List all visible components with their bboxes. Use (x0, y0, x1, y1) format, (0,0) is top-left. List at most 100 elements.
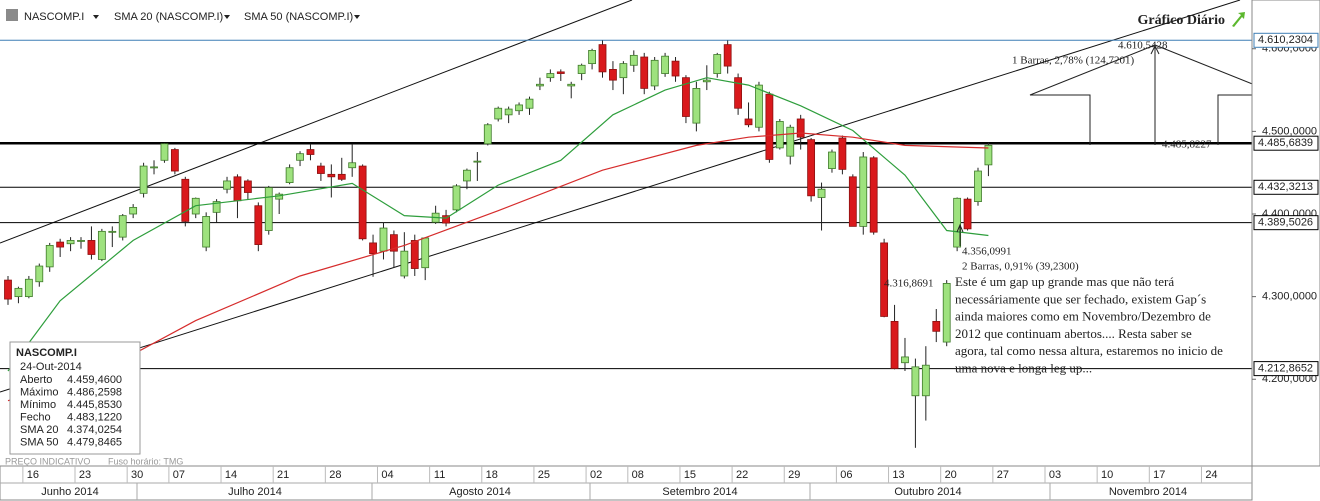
dropdown-arrow[interactable] (224, 15, 230, 19)
month-label: Junho 2014 (41, 486, 99, 498)
sma-line (7, 77, 989, 372)
annotation: 2 Barras, 0,91% (39,2300) (962, 261, 1079, 273)
candle-body (66, 240, 75, 245)
candle-body (202, 216, 211, 248)
candle-body (619, 63, 628, 79)
info-value: 4.445,8530 (67, 399, 122, 411)
candle-body (702, 79, 711, 83)
candle-body (421, 237, 430, 269)
candle-body (118, 215, 127, 238)
candle-body (348, 162, 357, 169)
candle-body (243, 180, 252, 193)
candle-body (734, 77, 742, 109)
candle-body (285, 167, 294, 183)
month-label: Novembro 2014 (1109, 486, 1187, 498)
footer-note: PREÇO INDICATIVO (5, 456, 90, 466)
candle-body (859, 156, 868, 227)
info-label: SMA 50 (20, 436, 59, 448)
dropdown-arrow[interactable] (354, 15, 360, 19)
candle-body (598, 44, 607, 73)
candle-body (828, 151, 836, 169)
price-label: 4.485,6839 (1258, 137, 1313, 149)
x-tick-label: 10 (1101, 469, 1113, 481)
info-box (9, 341, 141, 455)
measure-arrow (1150, 44, 1160, 55)
candle-body (588, 50, 596, 65)
candle-body (671, 60, 680, 77)
candle-body (932, 321, 941, 332)
sma-line (7, 132, 989, 402)
x-tick-label: 29 (788, 469, 800, 481)
info-label: Aberto (20, 374, 52, 386)
candle-body (556, 71, 565, 74)
candle-body (629, 54, 638, 66)
comment-line: Este é um gap up grande mas que não terá (955, 274, 1174, 289)
candle-body (35, 265, 44, 283)
info-value: 4.374,0254 (67, 424, 122, 436)
y-tick-label: 4.300,0000 (1262, 291, 1317, 303)
candle-body (139, 165, 148, 194)
price-label-box (1253, 135, 1319, 151)
x-tick-label: 17 (1153, 469, 1165, 481)
month-label: Agosto 2014 (449, 486, 511, 498)
candle-body (577, 64, 586, 74)
month-label: Julho 2014 (228, 486, 282, 498)
candle-body (97, 230, 106, 260)
legend-entry[interactable]: SMA 20 (NASCOMP.I) (114, 11, 223, 23)
legend-symbol[interactable]: NASCOMP.I (24, 11, 84, 23)
comment-line: 2012 que continuam abertos.... Resta sab… (955, 326, 1192, 341)
price-label-box (1253, 32, 1319, 48)
candle-body (24, 278, 33, 298)
x-tick-label: 22 (736, 469, 748, 481)
measurement-drawing (956, 44, 1281, 246)
candle-body (661, 55, 669, 74)
price-label: 4.610,2304 (1258, 34, 1313, 46)
chart-title: Gráfico Diário (1138, 13, 1225, 28)
candle-body (838, 137, 847, 170)
candle-body (567, 83, 576, 87)
symbol-icon[interactable] (6, 9, 18, 21)
dropdown-arrow[interactable] (93, 15, 99, 19)
candle-body (974, 170, 982, 203)
candle-body (170, 149, 179, 172)
x-tick-label: 18 (486, 469, 498, 481)
candle-body (755, 84, 763, 128)
candle-body (546, 73, 555, 79)
candle-body (306, 149, 315, 155)
x-tick-label: 16 (27, 469, 39, 481)
comment-line: ainda maiores como em Novembro/Dezembro … (955, 309, 1211, 324)
candle-body (494, 107, 503, 120)
price-label: 4.212,8652 (1258, 363, 1313, 375)
candle-body (390, 234, 398, 252)
candle-body (504, 108, 513, 116)
candle-body (953, 197, 962, 248)
x-tick-label: 04 (381, 469, 393, 481)
candle-body (296, 153, 304, 161)
candle-body (817, 188, 826, 198)
candle-body (692, 88, 701, 124)
candle-body (358, 165, 367, 240)
x-tick-label: 06 (840, 469, 852, 481)
candle-body (640, 56, 649, 89)
comment-line: agora, tal como nessa altura, estaremos … (955, 343, 1223, 358)
candle-body (223, 180, 231, 190)
x-tick-label: 20 (945, 469, 957, 481)
price-label-box (1253, 361, 1319, 377)
y-tick-label: 4.200,0000 (1262, 373, 1317, 385)
x-tick-label: 14 (225, 469, 237, 481)
info-label: Máximo (20, 386, 59, 398)
candle-body (650, 59, 659, 87)
candle-body (901, 356, 909, 364)
legend-entry[interactable]: SMA 50 (NASCOMP.I) (244, 11, 353, 23)
candle-body (254, 205, 263, 245)
candle-body (723, 44, 732, 67)
candle-body (160, 143, 169, 161)
price-label: 4.432,3213 (1258, 181, 1313, 193)
candle-body (921, 364, 930, 397)
x-tick-label: 07 (173, 469, 185, 481)
info-symbol: NASCOMP.I (16, 347, 77, 359)
candle-body (796, 118, 805, 138)
price-label-box (1253, 179, 1319, 195)
info-label: Mínimo (20, 399, 56, 411)
candle-body (744, 118, 753, 126)
